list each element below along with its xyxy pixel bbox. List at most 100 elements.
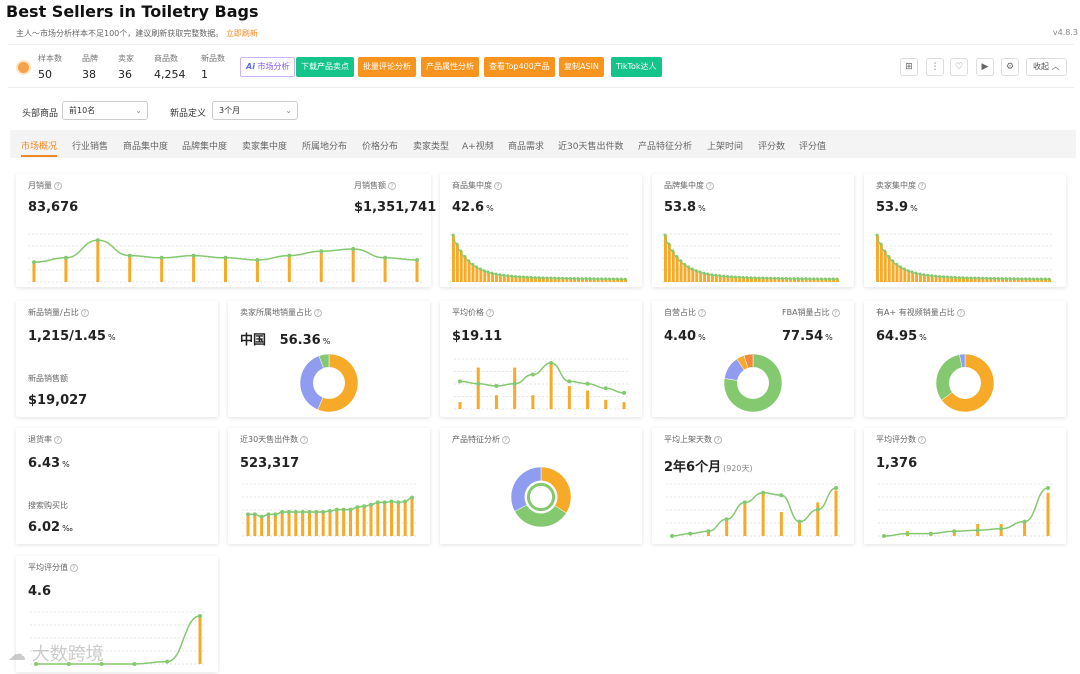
help-icon[interactable]: ?: [698, 308, 706, 317]
bar: [342, 509, 346, 536]
bar: [1036, 278, 1040, 282]
card-label: 平均价格?: [452, 307, 494, 318]
tab-rating[interactable]: 评分值: [799, 142, 827, 152]
bar: [1044, 279, 1048, 282]
bar: [600, 278, 604, 282]
tab-price[interactable]: 价格分布: [362, 142, 399, 152]
bar: [816, 502, 820, 536]
help-icon[interactable]: ?: [956, 308, 965, 317]
donut-hole: [949, 367, 981, 399]
tab-aplus-video[interactable]: A+视频: [462, 142, 494, 152]
tab-location[interactable]: 所属地分布: [302, 142, 348, 152]
help-icon[interactable]: ?: [714, 435, 722, 444]
bar: [695, 270, 699, 282]
bar: [573, 278, 577, 282]
card-value: 1,215/1.45%: [28, 329, 116, 344]
bar: [820, 278, 824, 282]
chevron-up-icon: ︿: [1051, 62, 1060, 71]
tab-sold30[interactable]: 近30天售出件数: [558, 142, 624, 152]
point: [307, 510, 312, 514]
bar: [502, 275, 506, 282]
video-icon[interactable]: ▶: [976, 58, 994, 76]
settings-icon[interactable]: ⚙: [1001, 58, 1019, 76]
bar: [985, 278, 989, 282]
bar: [997, 278, 1001, 282]
bar: [280, 512, 284, 536]
heart-icon[interactable]: ♡: [950, 58, 968, 76]
bar: [1040, 279, 1044, 282]
stat-products: 商品数 4,254: [154, 54, 186, 81]
bar: [522, 277, 526, 282]
help-icon[interactable]: ?: [486, 308, 494, 317]
help-icon[interactable]: ?: [494, 181, 502, 190]
help-icon[interactable]: ?: [918, 435, 926, 444]
bar: [1046, 492, 1050, 536]
bar: [973, 278, 977, 282]
donut-hole: [313, 367, 345, 399]
point: [191, 253, 196, 258]
bar: [710, 274, 714, 282]
point: [63, 255, 68, 260]
help-icon[interactable]: ?: [706, 181, 714, 190]
tab-review-count[interactable]: 评分数: [758, 142, 786, 152]
card-label: 平均上架天数?: [664, 434, 722, 445]
export-selling-points-button[interactable]: 下载产品卖点: [296, 57, 354, 77]
help-icon[interactable]: ?: [918, 181, 926, 190]
bar: [475, 266, 479, 282]
tab-market-overview[interactable]: 市场概况: [21, 139, 58, 157]
more-icon[interactable]: ⋮: [926, 58, 944, 76]
avg-price-chart: [454, 358, 630, 410]
card-label-2: 月销售额?: [354, 180, 396, 191]
bar: [273, 514, 277, 536]
bar: [608, 278, 612, 282]
collapse-button[interactable]: 收起 ︿: [1026, 58, 1067, 76]
bar: [946, 277, 950, 282]
bar: [891, 260, 895, 282]
watermark: ☁ 大数跨境: [8, 644, 104, 665]
help-icon[interactable]: ?: [80, 308, 89, 317]
series-line: [663, 234, 837, 280]
bar: [518, 276, 522, 282]
tab-seller-concentration[interactable]: 卖家集中度: [242, 142, 288, 152]
head-products-select[interactable]: 前10名 ⌄: [62, 101, 148, 120]
help-icon[interactable]: ?: [300, 435, 309, 444]
new-product-select[interactable]: 3个月 ⌄: [212, 101, 298, 120]
tab-demand[interactable]: 商品需求: [508, 142, 545, 152]
point: [835, 277, 839, 281]
copy-asin-button[interactable]: 复制ASIN: [559, 57, 604, 77]
ai-market-analysis-button[interactable]: Ai 市场分析: [240, 57, 296, 77]
card-label-2: 搜索购买比: [28, 501, 68, 510]
tab-brand-concentration[interactable]: 品牌集中度: [182, 142, 228, 152]
grid-icon[interactable]: ⊞: [900, 58, 918, 76]
bar: [328, 511, 332, 536]
tab-listing-time[interactable]: 上架时间: [707, 142, 744, 152]
point: [999, 526, 1004, 531]
bar: [588, 278, 592, 282]
bar: [950, 277, 954, 282]
help-icon[interactable]: ?: [388, 181, 396, 190]
help-icon[interactable]: ?: [70, 563, 78, 572]
card-value: 6.43%: [28, 456, 70, 471]
attribute-analysis-button[interactable]: 产品属性分析: [421, 57, 479, 77]
point: [351, 247, 356, 251]
bar: [750, 277, 753, 282]
batch-review-button[interactable]: 批量评论分析: [358, 57, 416, 77]
tab-features[interactable]: 产品特征分析: [638, 142, 693, 152]
refresh-link[interactable]: 立即刷新: [225, 29, 258, 38]
card-value: 83,676: [28, 200, 79, 215]
tab-seller-type[interactable]: 卖家类型: [413, 142, 450, 152]
tiktok-button[interactable]: TikTok达人: [611, 57, 662, 77]
help-icon[interactable]: ?: [54, 435, 62, 444]
help-icon[interactable]: ?: [831, 308, 840, 317]
bar: [458, 402, 462, 409]
help-icon[interactable]: ?: [54, 181, 62, 190]
analysis-tabs: 市场概况 行业销售 商品集中度 品牌集中度 卖家集中度 所属地分布 价格分布 卖…: [10, 130, 1076, 158]
bar: [761, 278, 765, 282]
tab-industry-sales[interactable]: 行业销售: [72, 142, 109, 152]
tab-product-concentration[interactable]: 商品集中度: [123, 142, 169, 152]
bar: [683, 264, 687, 282]
help-icon[interactable]: ?: [314, 308, 322, 317]
top400-button[interactable]: 查看Top400产品: [484, 57, 555, 77]
card-review-count: 平均评分数? 1,376: [864, 428, 1066, 544]
help-icon[interactable]: ?: [502, 435, 510, 444]
